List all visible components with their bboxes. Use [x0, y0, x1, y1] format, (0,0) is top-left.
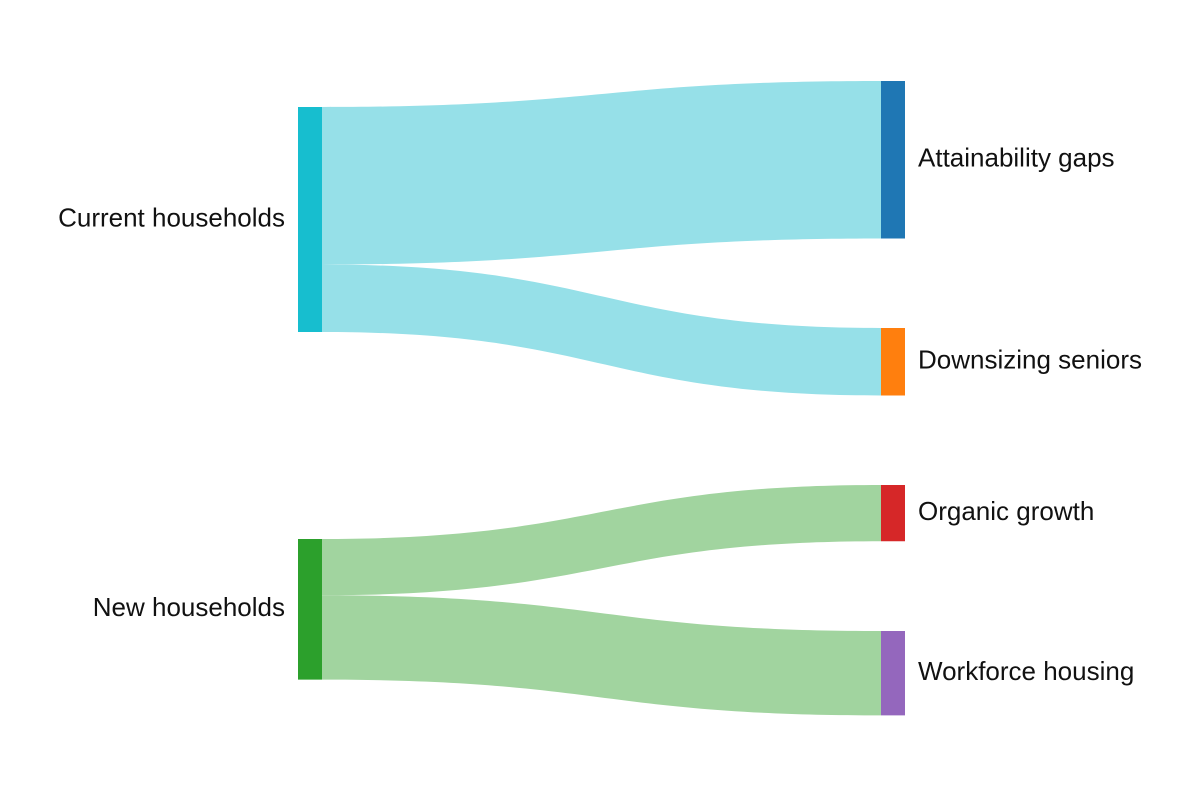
- node-label-current: Current households: [58, 202, 285, 232]
- node-label-organic: Organic growth: [918, 496, 1094, 526]
- node-label-new: New households: [93, 592, 285, 622]
- node-current[interactable]: [298, 107, 322, 332]
- node-attain[interactable]: [881, 81, 905, 239]
- node-organic[interactable]: [881, 485, 905, 542]
- node-work[interactable]: [881, 631, 905, 716]
- sankey-links: [322, 81, 881, 716]
- node-label-down: Downsizing seniors: [918, 345, 1142, 375]
- link-current-attain[interactable]: [322, 81, 881, 265]
- sankey-nodes: [298, 81, 905, 716]
- node-label-work: Workforce housing: [918, 656, 1134, 686]
- link-current-down[interactable]: [322, 264, 881, 396]
- node-new[interactable]: [298, 539, 322, 680]
- node-down[interactable]: [881, 328, 905, 396]
- sankey-labels: Current households New households Attainab…: [58, 143, 1142, 686]
- link-new-work[interactable]: [322, 595, 881, 716]
- link-new-organic[interactable]: [322, 485, 881, 596]
- node-label-attain: Attainability gaps: [918, 143, 1115, 173]
